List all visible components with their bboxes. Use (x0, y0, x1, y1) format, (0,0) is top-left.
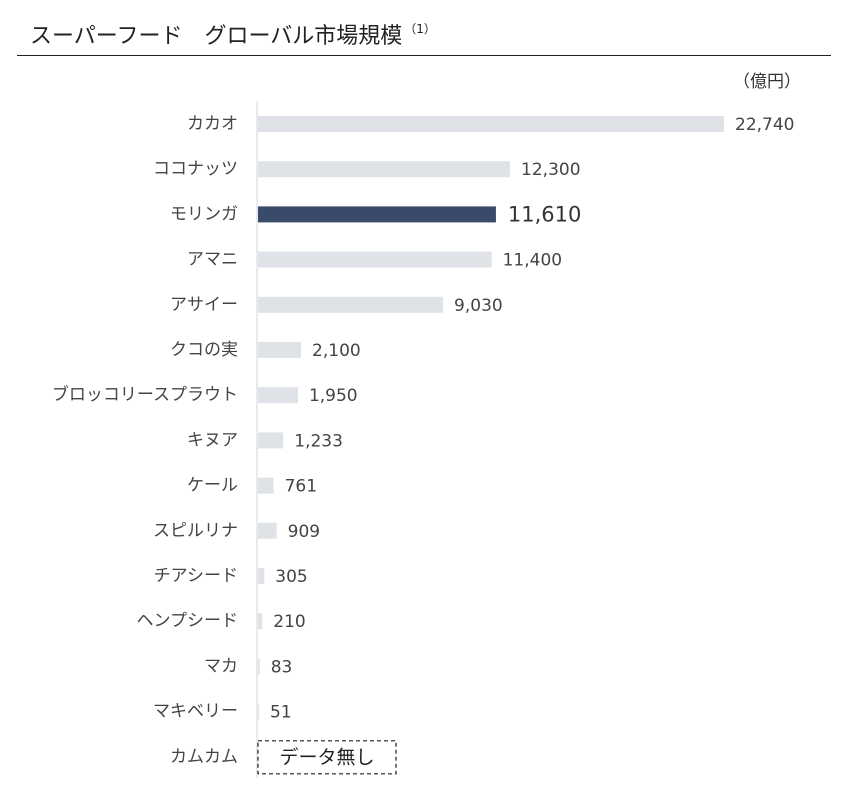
title-text: スーパーフード グローバル市場規模 (30, 24, 403, 49)
value-label: 9,030 (454, 296, 503, 316)
category-label: カカオ (187, 114, 238, 134)
category-label: アサイー (170, 295, 238, 315)
category-label: マカ (204, 656, 238, 676)
category-label: カムカム (170, 747, 238, 767)
category-label: ココナッツ (153, 159, 238, 179)
category-label: ケール (187, 476, 238, 496)
value-label: 761 (285, 477, 317, 497)
unit-label: （億円） (733, 72, 801, 92)
bar (258, 703, 260, 720)
value-label: 22,740 (735, 115, 794, 135)
value-label: 909 (288, 522, 320, 542)
bar (258, 658, 260, 675)
category-label: アマニ (187, 250, 238, 270)
bar (258, 568, 265, 584)
chart-title: スーパーフード グローバル市場規模 （1） (30, 18, 436, 50)
no-data-label: データ無し (279, 746, 374, 768)
value-label: 12,300 (521, 160, 580, 180)
category-label: マキベリー (153, 702, 238, 722)
title-note: （1） (404, 22, 436, 36)
bar (258, 522, 277, 539)
value-label: 1,950 (309, 386, 358, 406)
value-label: 83 (271, 657, 293, 677)
category-label: モリンガ (170, 204, 238, 224)
category-label: ヘンプシード (137, 611, 239, 631)
category-label: チアシード (154, 566, 238, 586)
value-label: 2,100 (312, 341, 361, 361)
value-label: 11,610 (508, 202, 581, 226)
bar (258, 296, 444, 313)
bar (258, 116, 724, 132)
category-label: キヌア (187, 430, 238, 450)
no-data-box (257, 740, 397, 775)
bar (258, 477, 274, 494)
bar (258, 251, 492, 268)
category-label: ブロッコリースプラウト (52, 384, 238, 405)
category-label: クコの実 (170, 340, 238, 360)
value-label: 51 (270, 703, 292, 723)
bar (258, 342, 302, 358)
bar-highlight (258, 206, 496, 223)
value-label: 1,233 (294, 431, 343, 451)
value-label: 11,400 (503, 251, 562, 271)
category-label: スピルリナ (153, 521, 238, 541)
title-rule (17, 55, 831, 56)
bar (258, 613, 263, 630)
bar (258, 161, 511, 178)
value-label: 305 (275, 567, 307, 587)
value-label: 210 (273, 612, 305, 632)
bar (258, 387, 298, 404)
bar (258, 432, 284, 449)
